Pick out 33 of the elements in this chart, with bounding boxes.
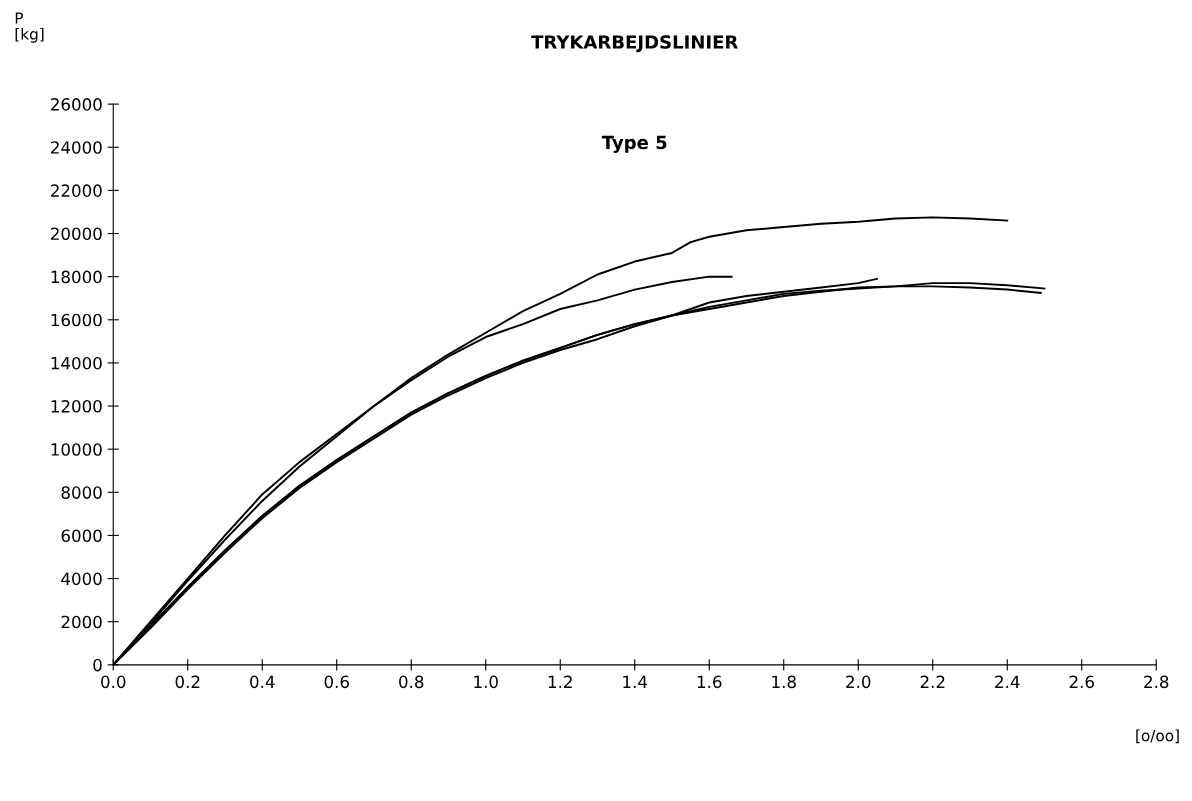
y-tick-label: 14000 xyxy=(51,356,102,370)
y-tick-label: 2000 xyxy=(61,615,102,629)
x-tick-label: 1.2 xyxy=(548,675,572,688)
x-tick-label: 0.8 xyxy=(399,675,424,689)
y-tick-label: 20000 xyxy=(51,227,102,241)
x-tick-label: 2.0 xyxy=(846,675,871,689)
x-tick-label: 1.4 xyxy=(623,675,648,688)
y-tick-label: 6000 xyxy=(61,529,102,543)
x-tick-label: 0.2 xyxy=(175,675,200,689)
y-axis-title: P [kg] xyxy=(15,12,44,43)
x-tick-label: 1.6 xyxy=(697,675,722,689)
x-tick-label: 2.6 xyxy=(1069,675,1094,689)
x-tick-label: 0.4 xyxy=(250,675,275,689)
x-tick-label: 1.8 xyxy=(772,675,796,689)
y-tick-label: 10000 xyxy=(51,443,102,456)
y-tick-label: 12000 xyxy=(51,400,102,413)
x-tick-label: 2.8 xyxy=(1144,675,1169,689)
y-tick-label: 0 xyxy=(93,658,102,672)
x-tick-label: 0.0 xyxy=(101,675,126,689)
chart-title: TRYKARBEJDSLINIER xyxy=(531,35,739,53)
y-tick-label: 26000 xyxy=(51,98,102,111)
x-tick-label: 1.0 xyxy=(474,675,498,689)
y-tick-label: 8000 xyxy=(61,486,102,499)
x-tick-label: 2.2 xyxy=(920,675,945,688)
text: Type 5 xyxy=(601,135,667,153)
y-tick-label: 4000 xyxy=(61,572,102,586)
x-tick-label: 0.6 xyxy=(324,675,349,689)
y-tick-label: 16000 xyxy=(51,313,102,327)
x-axis-title: [o/oo] xyxy=(1136,729,1179,744)
y-tick-label: 18000 xyxy=(51,270,102,284)
y-tick-label: 24000 xyxy=(51,141,102,154)
x-tick-label: 2.4 xyxy=(995,675,1020,688)
y-tick-label: 22000 xyxy=(51,184,102,197)
